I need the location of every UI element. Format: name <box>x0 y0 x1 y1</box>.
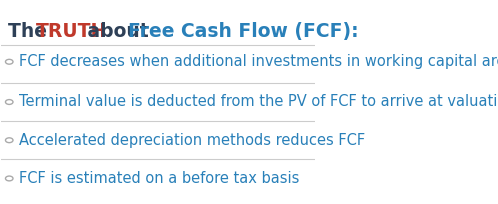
Text: FCF is estimated on a before tax basis: FCF is estimated on a before tax basis <box>18 171 299 186</box>
Text: FCF decreases when additional investments in working capital are needed: FCF decreases when additional investment… <box>18 54 498 69</box>
Text: The: The <box>7 21 53 41</box>
Text: Terminal value is deducted from the PV of FCF to arrive at valuation: Terminal value is deducted from the PV o… <box>18 94 498 110</box>
Text: about: about <box>81 21 155 41</box>
Text: Free Cash Flow (FCF):: Free Cash Flow (FCF): <box>128 21 359 41</box>
Text: Accelerated depreciation methods reduces FCF: Accelerated depreciation methods reduces… <box>18 133 365 148</box>
Text: TRUTH: TRUTH <box>36 21 108 41</box>
